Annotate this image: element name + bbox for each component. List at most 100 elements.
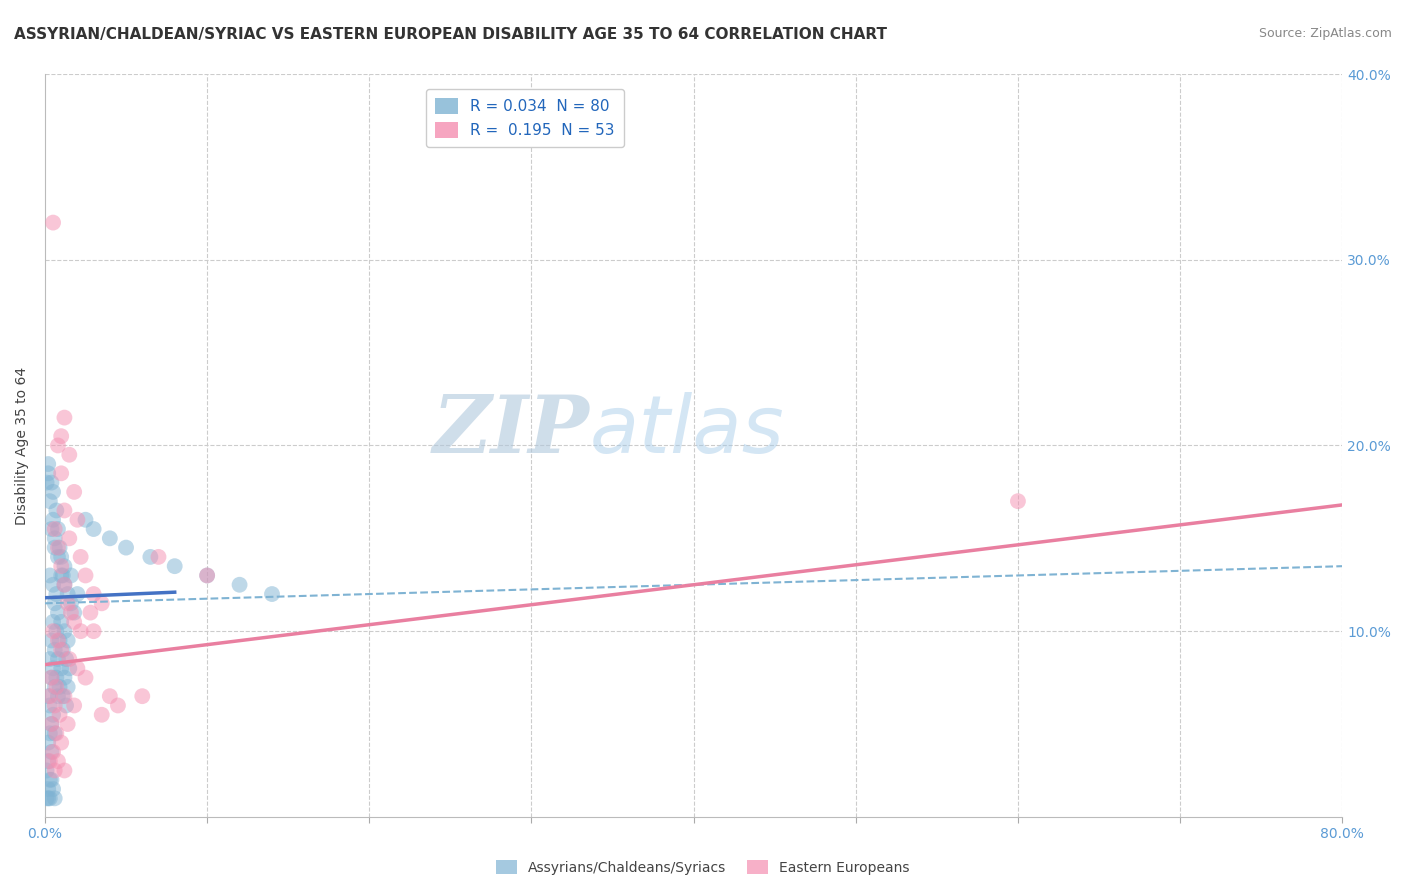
Point bbox=[46, 754, 69, 768]
Point bbox=[41, 633, 63, 648]
Point bbox=[63, 606, 86, 620]
Point bbox=[41, 671, 63, 685]
Point bbox=[38, 791, 60, 805]
Point bbox=[42, 745, 65, 759]
Point bbox=[56, 587, 79, 601]
Point bbox=[44, 680, 66, 694]
Point bbox=[35, 791, 58, 805]
Point bbox=[83, 624, 105, 639]
Point bbox=[37, 467, 59, 481]
Point bbox=[51, 568, 73, 582]
Point bbox=[90, 707, 112, 722]
Point bbox=[42, 707, 65, 722]
Point bbox=[48, 541, 70, 555]
Point bbox=[79, 606, 101, 620]
Point bbox=[38, 568, 60, 582]
Point bbox=[45, 680, 67, 694]
Point bbox=[44, 726, 66, 740]
Point bbox=[41, 522, 63, 536]
Point bbox=[41, 671, 63, 685]
Point bbox=[48, 633, 70, 648]
Point bbox=[35, 475, 58, 490]
Point bbox=[56, 680, 79, 694]
Legend: R = 0.034  N = 80, R =  0.195  N = 53: R = 0.034 N = 80, R = 0.195 N = 53 bbox=[426, 89, 624, 147]
Point bbox=[38, 772, 60, 787]
Point bbox=[51, 549, 73, 564]
Point bbox=[66, 587, 89, 601]
Point bbox=[63, 615, 86, 629]
Point bbox=[38, 698, 60, 713]
Point bbox=[1007, 494, 1029, 508]
Point bbox=[55, 698, 77, 713]
Text: ASSYRIAN/CHALDEAN/SYRIAC VS EASTERN EUROPEAN DISABILITY AGE 35 TO 64 CORRELATION: ASSYRIAN/CHALDEAN/SYRIAC VS EASTERN EURO… bbox=[14, 27, 887, 42]
Point bbox=[58, 448, 80, 462]
Point bbox=[42, 615, 65, 629]
Point bbox=[44, 522, 66, 536]
Point bbox=[35, 764, 58, 778]
Point bbox=[53, 671, 76, 685]
Point bbox=[115, 541, 138, 555]
Point bbox=[45, 671, 67, 685]
Point bbox=[52, 642, 75, 657]
Point bbox=[107, 698, 129, 713]
Point bbox=[45, 624, 67, 639]
Point bbox=[53, 503, 76, 517]
Point bbox=[75, 513, 97, 527]
Point bbox=[58, 661, 80, 675]
Legend: Assyrians/Chaldeans/Syriacs, Eastern Europeans: Assyrians/Chaldeans/Syriacs, Eastern Eur… bbox=[491, 855, 915, 880]
Point bbox=[53, 578, 76, 592]
Point bbox=[42, 484, 65, 499]
Point bbox=[38, 689, 60, 703]
Point bbox=[75, 671, 97, 685]
Point bbox=[98, 689, 121, 703]
Point bbox=[44, 596, 66, 610]
Point bbox=[59, 568, 82, 582]
Point bbox=[51, 467, 73, 481]
Point bbox=[37, 791, 59, 805]
Point bbox=[83, 522, 105, 536]
Point bbox=[59, 606, 82, 620]
Point bbox=[41, 745, 63, 759]
Point bbox=[37, 782, 59, 797]
Point bbox=[163, 559, 186, 574]
Point bbox=[45, 503, 67, 517]
Point bbox=[46, 541, 69, 555]
Point bbox=[42, 578, 65, 592]
Point bbox=[56, 717, 79, 731]
Point bbox=[56, 596, 79, 610]
Point bbox=[75, 568, 97, 582]
Point bbox=[63, 698, 86, 713]
Point bbox=[51, 736, 73, 750]
Point bbox=[38, 652, 60, 666]
Point bbox=[46, 606, 69, 620]
Point bbox=[42, 782, 65, 797]
Point bbox=[38, 726, 60, 740]
Point bbox=[37, 457, 59, 471]
Point bbox=[53, 689, 76, 703]
Point bbox=[90, 596, 112, 610]
Point bbox=[37, 754, 59, 768]
Point bbox=[56, 633, 79, 648]
Point bbox=[66, 513, 89, 527]
Point bbox=[37, 736, 59, 750]
Point bbox=[53, 410, 76, 425]
Point bbox=[41, 772, 63, 787]
Point bbox=[63, 484, 86, 499]
Point bbox=[42, 216, 65, 230]
Point bbox=[69, 549, 91, 564]
Point bbox=[45, 587, 67, 601]
Point bbox=[44, 764, 66, 778]
Point bbox=[37, 689, 59, 703]
Point bbox=[59, 596, 82, 610]
Point bbox=[53, 764, 76, 778]
Point bbox=[58, 532, 80, 546]
Point bbox=[46, 522, 69, 536]
Point bbox=[51, 642, 73, 657]
Point bbox=[52, 689, 75, 703]
Point bbox=[51, 615, 73, 629]
Point bbox=[42, 624, 65, 639]
Text: atlas: atlas bbox=[591, 392, 785, 469]
Point bbox=[41, 475, 63, 490]
Text: ZIP: ZIP bbox=[433, 392, 591, 469]
Point bbox=[44, 532, 66, 546]
